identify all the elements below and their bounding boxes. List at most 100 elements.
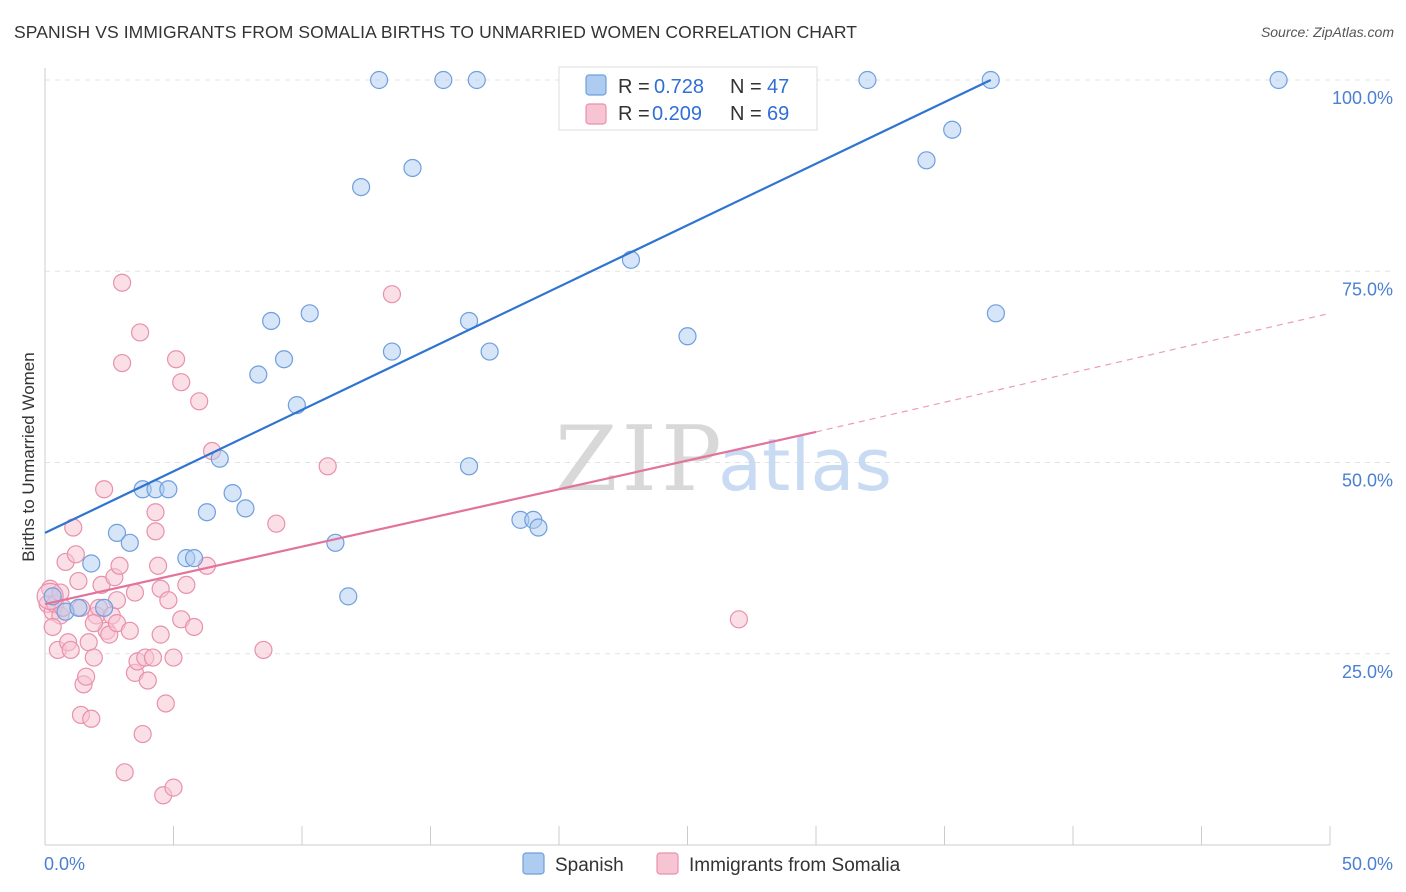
spanish-point	[917, 151, 936, 170]
spanish-point	[403, 158, 422, 178]
legend-spanish-n-label: N =	[730, 76, 762, 98]
spanish-point	[382, 342, 402, 361]
y-axis-label: Births to Unmarried Women	[19, 352, 38, 561]
spanish-point	[223, 484, 242, 503]
somalia-point	[166, 350, 186, 369]
somalia-point	[151, 625, 170, 644]
axes	[44, 68, 1331, 846]
spanish-point	[621, 250, 641, 269]
x-tick-label: 0.0%	[44, 854, 85, 874]
somalia-point	[77, 667, 96, 686]
spanish-trend-line	[44, 79, 992, 534]
bottom-legend-spanish-swatch	[522, 852, 545, 875]
spanish-point	[1269, 70, 1288, 90]
watermark-zip: ZIP	[555, 407, 726, 512]
somalia-point	[120, 621, 139, 640]
somalia-point	[172, 373, 191, 392]
legend-spanish-r-label: R =	[618, 76, 650, 98]
somalia-point	[164, 648, 183, 667]
spanish-point	[95, 598, 114, 617]
somalia-point	[69, 571, 88, 591]
somalia-point	[382, 285, 402, 304]
spanish-point	[943, 120, 962, 139]
somalia-point	[84, 648, 103, 667]
spanish-point	[459, 457, 479, 476]
somalia-point	[729, 610, 749, 629]
somalia-point	[148, 556, 168, 575]
legend-spanish-n-value: 47	[767, 76, 789, 98]
somalia-point	[82, 709, 101, 728]
spanish-point	[678, 327, 697, 346]
spanish-point	[858, 70, 877, 90]
spanish-point	[529, 518, 548, 537]
spanish-point	[262, 311, 281, 331]
legend-spanish-swatch	[585, 74, 607, 96]
watermark: ZIP atlas	[555, 407, 892, 512]
spanish-point	[69, 598, 88, 617]
legend-somalia-swatch	[585, 103, 607, 125]
spanish-point	[300, 304, 319, 323]
spanish-point	[236, 499, 255, 518]
bottom-legend-somalia: Immigrants from Somalia	[689, 855, 901, 876]
somalia-trend-extrapolated	[815, 312, 1331, 433]
spanish-point	[249, 365, 268, 384]
somalia-point	[112, 273, 132, 292]
somalia-point	[318, 457, 337, 476]
spanish-point	[339, 587, 358, 606]
somalia-point	[138, 671, 157, 690]
somalia-point	[79, 633, 98, 652]
somalia-point	[159, 591, 178, 610]
somalia-point	[61, 640, 80, 660]
somalia-point	[184, 617, 204, 637]
somalia-point	[267, 514, 286, 533]
y-tick-label: 75.0%	[1342, 279, 1393, 299]
somalia-points	[36, 273, 749, 805]
y-tick-label: 50.0%	[1342, 471, 1393, 491]
legend-somalia-r-value: 0.209	[652, 103, 702, 125]
somalia-point	[95, 480, 114, 499]
spanish-point	[184, 549, 204, 568]
somalia-point	[190, 392, 209, 411]
somalia-point	[133, 724, 152, 744]
series-legend: Spanish Immigrants from Somalia	[522, 852, 901, 876]
spanish-points	[43, 70, 1288, 621]
legend-somalia-n-value: 69	[767, 103, 789, 125]
spanish-point	[480, 342, 499, 361]
spanish-point	[352, 178, 371, 197]
bottom-legend-spanish: Spanish	[555, 855, 624, 876]
legend-somalia-r-label: R =	[618, 103, 650, 125]
stats-legend: R = 0.728 N = 47 R = 0.209 N = 69	[558, 66, 818, 131]
spanish-point	[82, 554, 101, 573]
spanish-point	[467, 70, 486, 90]
spanish-point	[107, 523, 127, 542]
x-tick-label: 50.0%	[1342, 854, 1393, 874]
legend-spanish-r-value: 0.728	[654, 76, 704, 98]
spanish-point	[370, 70, 389, 90]
tick-labels: 25.0% 50.0% 75.0% 100.0% 0.0% 50.0%	[44, 88, 1393, 874]
somalia-point	[164, 778, 183, 797]
somalia-trend-line	[44, 430, 817, 606]
watermark-atlas: atlas	[718, 423, 892, 507]
somalia-point	[66, 545, 85, 564]
somalia-point	[177, 575, 196, 595]
source-label: Source: ZipAtlas.com	[1260, 24, 1394, 40]
trend-lines	[44, 79, 1331, 606]
somalia-point	[143, 648, 163, 667]
somalia-point	[146, 522, 165, 541]
somalia-point	[146, 503, 165, 522]
somalia-point	[112, 353, 132, 373]
somalia-point	[110, 556, 129, 575]
somalia-point	[156, 694, 175, 713]
legend-somalia-n-label: N =	[730, 103, 762, 125]
somalia-point	[84, 614, 103, 633]
spanish-point	[434, 70, 453, 90]
spanish-point	[120, 533, 139, 552]
somalia-point	[254, 640, 273, 660]
spanish-point	[986, 304, 1006, 323]
spanish-point	[197, 503, 217, 522]
y-tick-label: 100.0%	[1332, 88, 1393, 108]
spanish-point	[159, 480, 178, 499]
bottom-legend-somalia-swatch	[656, 852, 679, 875]
y-tick-label: 25.0%	[1342, 662, 1393, 682]
